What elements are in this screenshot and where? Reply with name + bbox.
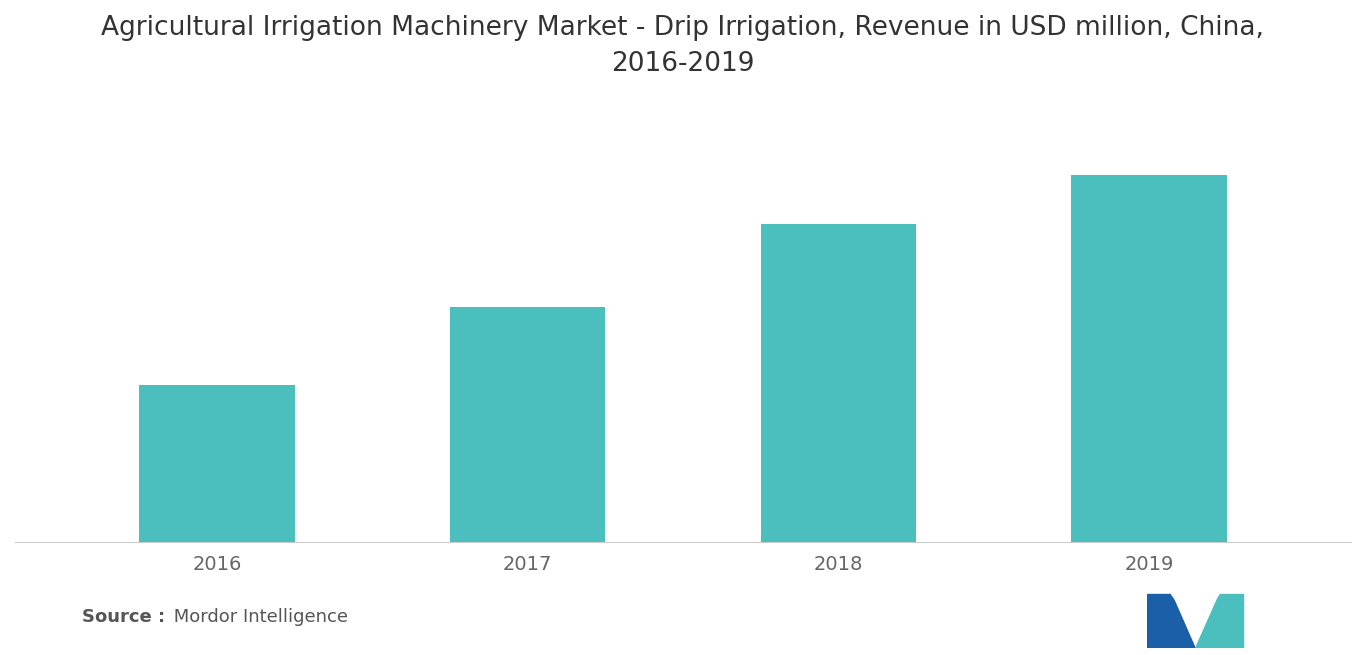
Title: Agricultural Irrigation Machinery Market - Drip Irrigation, Revenue in USD milli: Agricultural Irrigation Machinery Market…: [101, 15, 1265, 77]
Bar: [139, 385, 295, 542]
Polygon shape: [1172, 594, 1218, 627]
Polygon shape: [1195, 594, 1218, 648]
Bar: [761, 224, 917, 542]
Text: Source :: Source :: [82, 608, 165, 626]
Bar: [449, 307, 605, 542]
Polygon shape: [1218, 594, 1243, 648]
Polygon shape: [1147, 594, 1172, 648]
Text: Mordor Intelligence: Mordor Intelligence: [168, 608, 348, 626]
Polygon shape: [1172, 594, 1195, 648]
Bar: [1071, 175, 1227, 542]
